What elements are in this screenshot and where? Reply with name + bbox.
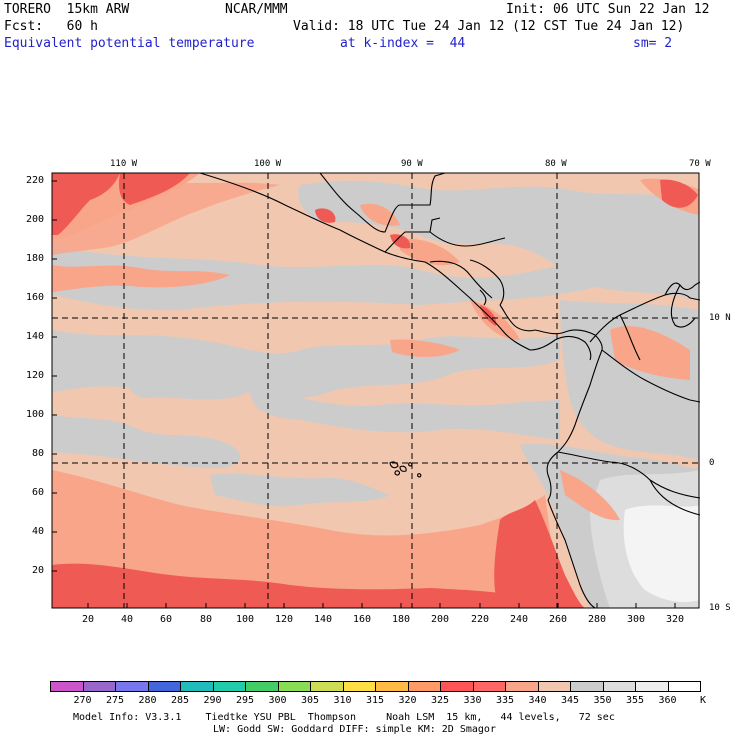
colorbar-level-label: 335 [495, 695, 515, 706]
colorbar-level-label: 295 [235, 695, 255, 706]
colorbar-swatch [212, 681, 246, 692]
x-label-80: 80 [200, 614, 213, 625]
colorbar-swatch [342, 681, 376, 692]
colorbar-level-label: 305 [300, 695, 320, 706]
colorbar-swatch [537, 681, 571, 692]
field-name: Equivalent potential temperature [4, 36, 255, 51]
x-label-120: 120 [275, 614, 294, 625]
lat-label-0: 0 [709, 458, 715, 468]
y-label-80: 80 [32, 448, 45, 459]
colorbar-level-label: 280 [138, 695, 157, 706]
x-label-280: 280 [588, 614, 607, 625]
lon-label-80w: 80 W [545, 159, 567, 169]
organization: NCAR/MMM [225, 2, 288, 17]
x-label-20: 20 [82, 614, 95, 625]
lat-label-10n: 10 N [709, 313, 731, 323]
colorbar-swatch [375, 681, 409, 692]
field-shading [52, 173, 699, 608]
colorbar-level-label: 345 [560, 695, 580, 706]
y-label-160: 160 [26, 292, 45, 303]
colorbar-level-label: 270 [73, 695, 92, 706]
lon-label-90w: 90 W [401, 159, 423, 169]
x-label-100: 100 [236, 614, 255, 625]
valid-time: Valid: 18 UTC Tue 24 Jan 12 (12 CST Tue … [293, 19, 685, 34]
colorbar-swatch [82, 681, 116, 692]
lat-label-10s: 10 S [709, 603, 731, 613]
x-label-160: 160 [353, 614, 372, 625]
x-label-240: 240 [510, 614, 529, 625]
x-label-40: 40 [121, 614, 134, 625]
colorbar-level-label: 360 [658, 695, 677, 706]
forecast-hour: Fcst: 60 h [4, 19, 98, 34]
model-info-line1: Model Info: V3.3.1 Tiedtke YSU PBL Thomp… [73, 712, 615, 723]
colorbar-level-label: 325 [430, 695, 450, 706]
colorbar-swatch [310, 681, 344, 692]
colorbar-level-label: 300 [268, 695, 287, 706]
plot-frame [51, 172, 700, 609]
y-label-120: 120 [26, 370, 45, 381]
colorbar-level-label: 355 [625, 695, 645, 706]
x-label-220: 220 [471, 614, 490, 625]
smoothing-label: sm= 2 [633, 36, 673, 51]
colorbar-swatch [147, 681, 181, 692]
colorbar-level-label: 330 [463, 695, 482, 706]
colorbar-level-label: 350 [593, 695, 612, 706]
init-time: Init: 06 UTC Sun 22 Jan 12 [506, 2, 710, 17]
model-info-line2: LW: Godd SW: Goddard DIFF: simple KM: 2D… [213, 724, 496, 735]
colorbar-level-label: 290 [203, 695, 222, 706]
colorbar-swatch [407, 681, 441, 692]
y-label-180: 180 [26, 253, 45, 264]
x-label-180: 180 [392, 614, 411, 625]
y-label-20: 20 [32, 565, 45, 576]
colorbar-swatch [472, 681, 506, 692]
colorbar-level-label: 285 [170, 695, 190, 706]
x-label-140: 140 [314, 614, 333, 625]
colorbar-unit: K [699, 695, 707, 706]
colorbar-level-label: 310 [333, 695, 352, 706]
x-label-60: 60 [160, 614, 173, 625]
lon-label-100w: 100 W [254, 159, 282, 169]
x-label-260: 260 [549, 614, 568, 625]
x-label-320: 320 [666, 614, 685, 625]
latlon-grid [52, 173, 699, 608]
y-label-100: 100 [26, 409, 45, 420]
x-label-300: 300 [627, 614, 646, 625]
colorbar-swatch [245, 681, 279, 692]
axis-ticks [52, 180, 676, 608]
colorbar-level-label: 340 [528, 695, 547, 706]
colorbar-level-label: 315 [365, 695, 385, 706]
colorbar-swatch [505, 681, 539, 692]
y-label-140: 140 [26, 331, 45, 342]
y-label-220: 220 [26, 175, 45, 186]
x-label-200: 200 [431, 614, 450, 625]
model-name: TORERO 15km ARW [4, 2, 130, 17]
coastlines [199, 172, 701, 609]
colorbar-swatch [635, 681, 669, 692]
colorbar-swatch [180, 681, 214, 692]
y-label-200: 200 [26, 214, 45, 225]
colorbar-swatch [115, 681, 149, 692]
colorbar-level-label: 275 [105, 695, 125, 706]
colorbar-swatch [277, 681, 311, 692]
colorbar-swatch [50, 681, 84, 692]
colorbar-swatch [667, 681, 701, 692]
colorbar-swatch [602, 681, 636, 692]
colorbar-swatch [440, 681, 474, 692]
level-label: at k-index = 44 [340, 36, 466, 51]
lon-label-110w: 110 W [110, 159, 138, 169]
lon-label-70w: 70 W [689, 159, 711, 169]
y-label-60: 60 [32, 487, 45, 498]
colorbar-swatch [570, 681, 604, 692]
y-label-40: 40 [32, 526, 45, 537]
colorbar-level-label: 320 [398, 695, 417, 706]
